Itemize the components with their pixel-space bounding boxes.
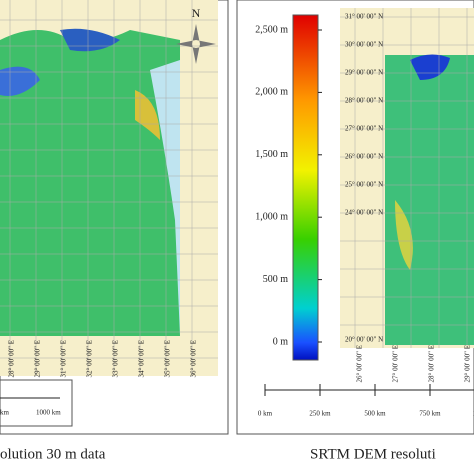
longitude-label: 33° 00' 00" E [112,340,120,377]
longitude-label: 35° 00' 00" E [164,340,172,377]
right-map [385,55,474,345]
latitude-label: 31° 00' 00" N [345,13,383,21]
longitude-label: 26° 00' 00" E [356,345,364,382]
latitude-label: 28° 00' 00" N [345,97,383,105]
longitude-label: 28° 00' 00" E [8,340,16,377]
red-sea [150,60,180,336]
longitude-label: 36° 00' 00" E [190,340,198,377]
right-caption: SRTM DEM resoluti [310,446,436,462]
left-caption: olution 30 m data [0,446,106,462]
qattara [410,54,450,80]
colorbar-label: 1,000 m [255,211,288,222]
latitude-label: 27° 00' 00" N [345,125,383,133]
colorbar-label: 0 m [273,336,289,347]
longitude-label: 29° 00' 00" E [464,345,472,382]
latitude-label: 30° 00' 00" N [345,41,383,49]
scale-label: km [0,409,10,417]
longitude-label: 31° 00' 00" E [60,340,68,377]
latitude-label: 25° 00' 00" N [345,181,383,189]
colorbar [292,14,319,361]
latitude-label: 29° 00' 00" N [345,69,383,77]
longitude-label: 27° 00' 00" E [392,345,400,382]
latitude-label: 20° 00' 00" N [345,336,383,344]
longitude-label: 34° 00' 00" E [138,340,146,377]
longitude-label: 29° 00' 00" E [34,340,42,377]
left-scale-box [0,379,73,427]
colorbar-label: 2,000 m [255,87,288,98]
colorbar-label: 2,500 m [255,24,288,35]
nile-delta [60,28,120,52]
compass [176,24,216,64]
colorbar-label: 500 m [263,274,289,285]
colorbar-label: 1,500 m [255,149,288,160]
mediterranean-frame [0,0,180,42]
highland [395,200,413,270]
sinai-highland [135,90,160,140]
latitude-label: 24° 00' 00" N [345,209,383,217]
scale-label: 1000 km [36,409,61,417]
latitude-label: 26° 00' 00" N [345,153,383,161]
scale-label: 750 km [419,410,441,418]
longitude-label: 28° 00' 00" E [428,345,436,382]
scale-label: 250 km [309,410,331,418]
north-label: N [192,6,201,20]
scale-label: 500 km [364,410,386,418]
longitude-label: 32° 00' 00" E [86,340,94,377]
scale-label: 1000 km [473,410,474,418]
scale-label: 0 km [258,410,273,418]
